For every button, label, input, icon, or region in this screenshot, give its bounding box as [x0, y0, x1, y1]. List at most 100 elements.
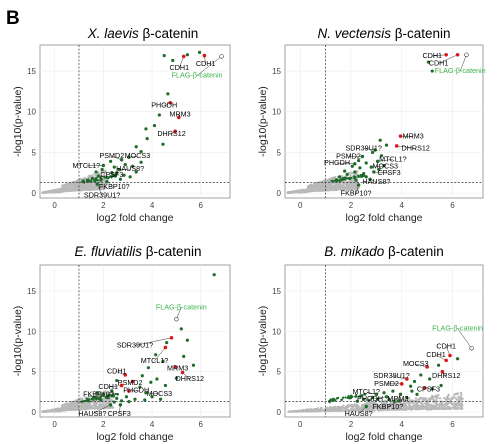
background-protein-point — [75, 399, 78, 402]
background-protein-point — [408, 401, 411, 404]
significant-protein-point — [94, 170, 98, 174]
significant-protein-point — [166, 92, 170, 96]
background-protein-point — [430, 404, 433, 407]
background-protein-point — [81, 403, 84, 407]
background-protein-point — [347, 181, 350, 184]
background-protein-point — [326, 183, 330, 186]
protein-label: MRM3 — [169, 110, 190, 119]
significant-protein-point — [212, 273, 216, 277]
species-name: N. vectensis — [317, 26, 391, 41]
background-protein-point — [335, 183, 338, 186]
x-tick-label: 2 — [349, 420, 354, 429]
labelled-protein-point — [173, 129, 177, 134]
background-protein-point — [352, 179, 355, 182]
labelled-protein-point — [173, 365, 177, 369]
significant-edge-point — [89, 179, 92, 183]
significant-edge-point — [114, 175, 117, 178]
background-protein-point — [71, 183, 74, 186]
background-protein-point — [423, 402, 427, 405]
significant-protein-point — [348, 176, 352, 181]
significant-protein-point — [96, 174, 101, 178]
protein-label: MOCS3 — [125, 151, 151, 160]
background-protein-point — [88, 395, 92, 398]
y-axis-title: -log10(p-value) — [12, 306, 24, 377]
protein-label: MTCL1? — [379, 154, 407, 163]
y-tick-label: 5 — [32, 148, 37, 157]
significant-protein-point — [456, 357, 460, 361]
x-axis-title: log2 fold change — [345, 212, 422, 224]
significant-protein-point — [191, 363, 196, 367]
protein-label: MTCL1? — [141, 356, 169, 365]
background-protein-point — [424, 407, 428, 410]
background-protein-point — [107, 391, 110, 395]
labelled-protein-point — [95, 182, 99, 186]
background-protein-point — [460, 406, 464, 410]
background-protein-point — [92, 184, 95, 187]
background-protein-point — [83, 404, 87, 407]
significant-protein-point — [127, 400, 131, 404]
background-protein-point — [42, 410, 45, 413]
background-protein-point — [457, 401, 460, 405]
significant-protein-point — [419, 373, 423, 377]
background-protein-point — [109, 396, 112, 399]
significant-protein-point — [339, 178, 343, 182]
plot-area — [284, 44, 484, 199]
significant-protein-point — [163, 383, 168, 388]
labelled-protein-point — [464, 52, 469, 57]
significant-protein-point — [426, 60, 431, 64]
background-protein-point — [348, 171, 351, 175]
background-protein-point — [58, 409, 61, 413]
labelled-protein-point — [118, 403, 123, 407]
y-axis-title: -log10(p-value) — [12, 86, 24, 157]
protein-label: HAUS8? — [116, 164, 144, 173]
labelled-protein-point — [399, 382, 404, 386]
background-protein-point — [332, 409, 335, 412]
background-protein-point — [307, 186, 310, 189]
significant-protein-point — [144, 127, 148, 131]
protein-label: FKBP10? — [341, 189, 372, 198]
significant-protein-point — [115, 396, 119, 401]
panel-b-mikado: B. mikado β-cateninFLAG-β-cateninCDH1CDH… — [257, 244, 484, 443]
background-protein-point — [65, 185, 68, 188]
species-name: E. fluviatilis — [74, 244, 142, 259]
significant-protein-point — [345, 172, 349, 176]
significant-protein-point — [85, 178, 90, 182]
y-tick-label: 15 — [272, 287, 281, 296]
background-protein-point — [432, 407, 435, 410]
labelled-protein-point — [108, 403, 113, 407]
significant-protein-point — [109, 159, 113, 163]
protein-label: PHGDH — [151, 100, 177, 109]
labelled-protein-point — [119, 383, 124, 388]
significant-protein-point — [118, 177, 122, 181]
significant-protein-point — [143, 398, 147, 402]
significant-protein-point — [358, 166, 362, 170]
labelled-protein-point — [372, 170, 376, 174]
background-protein-point — [84, 183, 87, 186]
background-protein-point — [50, 409, 54, 413]
background-protein-point — [287, 410, 290, 413]
significant-protein-point — [357, 158, 361, 163]
background-protein-point — [342, 404, 345, 407]
background-protein-point — [425, 397, 428, 400]
background-protein-point — [104, 404, 107, 407]
background-protein-point — [83, 408, 86, 411]
x-tick-label: 2 — [349, 201, 354, 210]
labelled-protein-point — [469, 346, 474, 351]
background-protein-point — [406, 406, 409, 409]
labelled-protein-point — [368, 177, 372, 181]
background-protein-point — [103, 171, 106, 175]
significant-protein-point — [139, 150, 143, 154]
significant-protein-point — [154, 353, 158, 357]
x-tick-label: 4 — [400, 201, 405, 210]
significant-protein-point — [93, 179, 97, 183]
background-protein-point — [318, 186, 321, 189]
significant-protein-point — [185, 338, 189, 342]
background-protein-point — [287, 191, 291, 194]
background-protein-point — [449, 407, 452, 411]
labelled-protein-point — [130, 379, 135, 384]
background-protein-point — [101, 405, 104, 408]
protein-label: CPSF3 — [417, 385, 440, 394]
background-protein-point — [341, 186, 344, 189]
background-protein-point — [457, 392, 460, 395]
background-protein-point — [344, 181, 347, 185]
